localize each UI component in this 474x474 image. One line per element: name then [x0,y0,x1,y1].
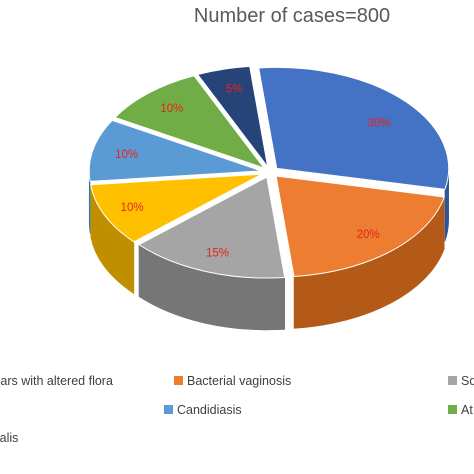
data-label-atrophic: 10% [160,103,183,115]
slice-changes [90,173,263,243]
data-label-changes: 10% [121,202,144,214]
slice-squamous [137,176,286,279]
data-label-candidiasis: 10% [115,149,138,161]
slice-trichomonas-vaginalis [196,65,269,168]
legend-label: ginalis [0,431,18,445]
slice-atrophic [114,75,266,169]
pie-slices: 30% 20% 15% 10% 10% 10% 5% [88,65,450,331]
chart-title: Number of cases=800 [194,5,390,27]
legend-label: At [461,403,473,417]
legend-label: Candidiasis [177,403,242,417]
legend-item-candidiasis: Candidiasis [164,403,242,417]
slice-normal-smears-with-altered-flora [258,66,450,190]
data-label-bacterial-vaginosis: 20% [357,229,380,241]
slice-bacterial-vaginosis [275,175,445,277]
legend-item-trichomonas-vaginalis: ginalis [0,431,18,445]
legend-label: Bacterial vaginosis [187,374,291,388]
legend-swatch [164,405,173,414]
slice-candidiasis [88,119,262,182]
legend-item-normal-smears-with-altered-flora: mears with altered flora [0,374,113,388]
legend: mears with altered flora Bacterial vagino… [0,374,474,445]
data-label-normal-smears-with-altered-flora: 30% [367,117,390,129]
legend-label: mears with altered flora [0,374,113,388]
legend-item-bacterial-vaginosis: Bacterial vaginosis [174,374,291,388]
legend-swatch [448,405,457,414]
legend-swatch [174,376,183,385]
legend-label: Sq [461,374,474,388]
data-label-trichomonas-vaginalis: 5% [226,84,243,96]
legend-item-atrophic: At [448,403,473,417]
data-label-squamous: 15% [206,247,229,259]
legend-item-squamous: Sq [448,374,474,388]
legend-swatch [448,376,457,385]
